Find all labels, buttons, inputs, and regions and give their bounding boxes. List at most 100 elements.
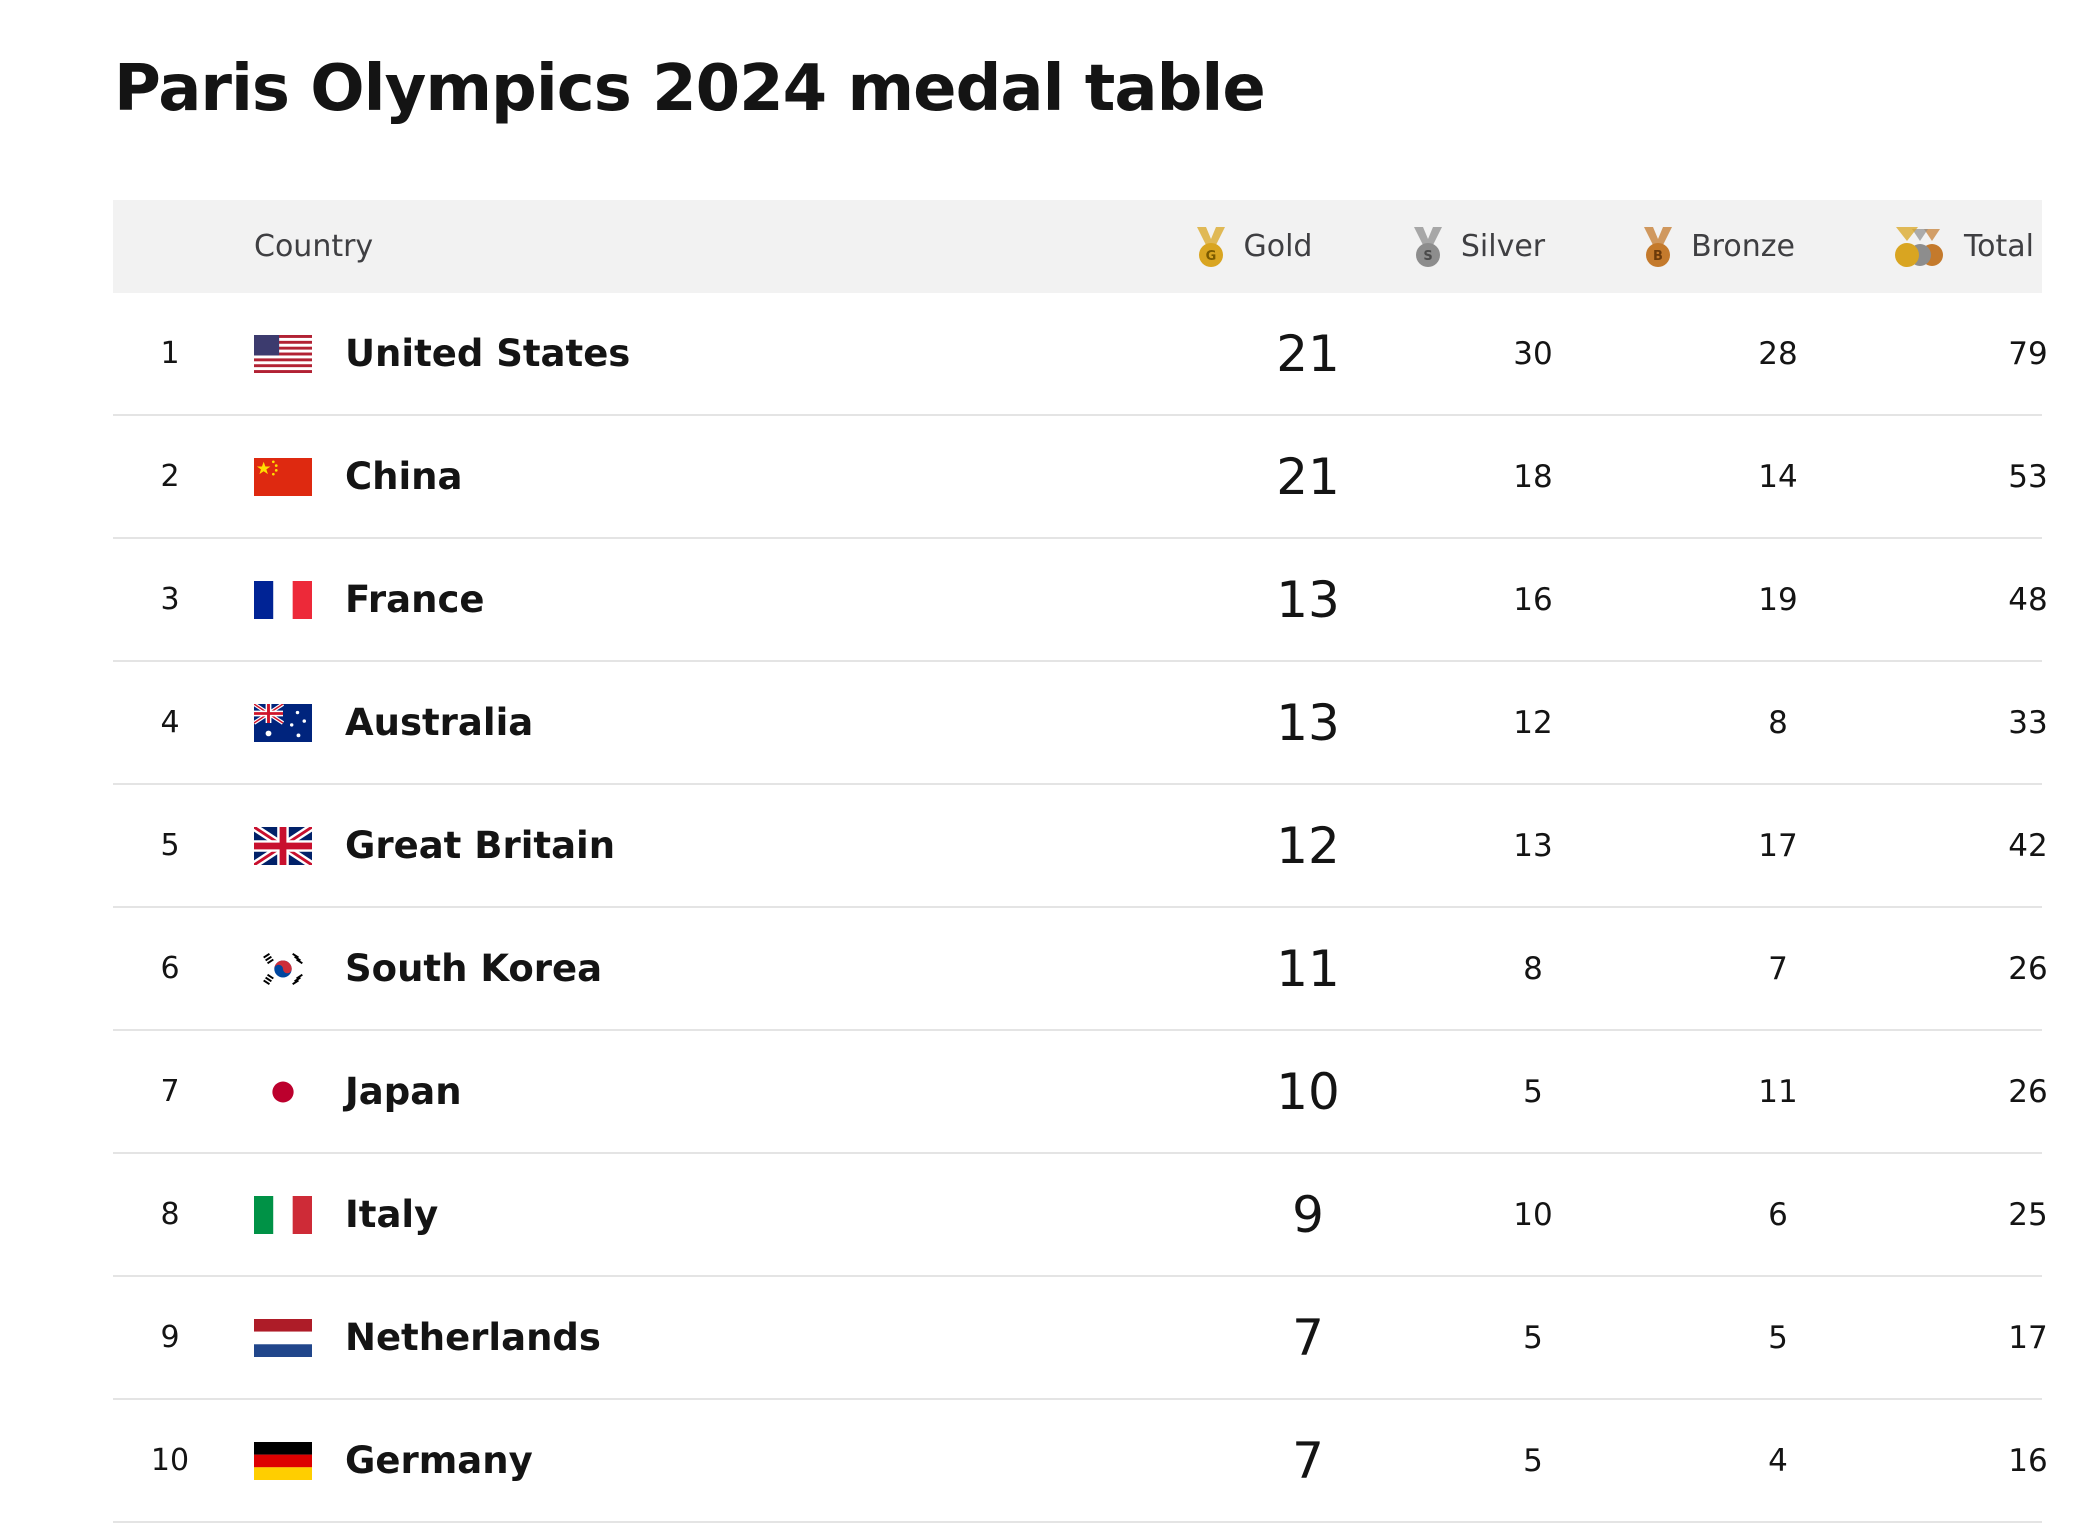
rank-cell: 2 [160, 459, 180, 494]
column-header-country[interactable]: Country [254, 200, 373, 293]
country-name[interactable]: Italy [345, 1193, 439, 1236]
gold-count: 21 [1276, 324, 1340, 383]
svg-text:B: B [1653, 249, 1663, 264]
gold-count: 13 [1276, 570, 1340, 629]
table-row: 6 South Korea 11 8 7 26 [113, 908, 2048, 1031]
silver-count: 12 [1513, 704, 1553, 741]
bronze-count: 5 [1768, 1319, 1788, 1356]
total-count: 26 [2008, 1073, 2048, 1110]
flag-nl-icon [254, 1277, 312, 1398]
table-row: 7 Japan 10 5 11 26 [113, 1031, 2048, 1154]
country-name[interactable]: Netherlands [345, 1316, 601, 1359]
table-row: 9 Netherlands 7 5 5 17 [113, 1277, 2048, 1400]
gold-count: 7 [1292, 1308, 1324, 1367]
table-row: 1 United States 21 30 28 79 [113, 293, 2048, 416]
total-count: 79 [2008, 335, 2048, 372]
country-name[interactable]: South Korea [345, 947, 603, 990]
country-name[interactable]: China [345, 455, 463, 498]
column-header-bronze-label: Bronze [1691, 229, 1795, 264]
silver-count: 18 [1513, 458, 1553, 495]
column-header-silver-label: Silver [1460, 229, 1546, 264]
country-name[interactable]: Japan [345, 1070, 462, 1113]
bronze-count: 19 [1758, 581, 1798, 618]
rank-cell: 10 [150, 1443, 190, 1478]
gold-count: 10 [1276, 1062, 1340, 1121]
table-row: 2 China 21 18 14 53 [113, 416, 2048, 539]
silver-count: 5 [1523, 1073, 1543, 1110]
rank-cell: 3 [160, 582, 180, 617]
bronze-count: 11 [1758, 1073, 1798, 1110]
country-name[interactable]: Great Britain [345, 824, 616, 867]
bronze-count: 14 [1758, 458, 1798, 495]
page-title: Paris Olympics 2024 medal table [114, 52, 1266, 126]
flag-us-icon [254, 293, 312, 414]
bronze-count: 7 [1768, 950, 1788, 987]
gold-count: 9 [1292, 1185, 1324, 1244]
flag-fr-icon [254, 539, 312, 660]
bronze-count: 4 [1768, 1442, 1788, 1479]
total-count: 48 [2008, 581, 2048, 618]
country-name[interactable]: France [345, 578, 485, 621]
gold-count: 12 [1276, 816, 1340, 875]
country-name[interactable]: Australia [345, 701, 534, 744]
flag-de-icon [254, 1400, 312, 1521]
silver-count: 13 [1513, 827, 1553, 864]
bronze-count: 28 [1758, 335, 1798, 372]
rank-cell: 1 [160, 336, 180, 371]
svg-text:S: S [1423, 249, 1432, 264]
gold-count: 13 [1276, 693, 1340, 752]
svg-text:G: G [1205, 249, 1216, 264]
table-row: 3 France 13 16 19 48 [113, 539, 2048, 662]
flag-jp-icon [254, 1031, 312, 1152]
total-count: 25 [2008, 1196, 2048, 1233]
silver-count: 8 [1523, 950, 1543, 987]
flag-kr-icon [254, 908, 312, 1029]
bronze-count: 8 [1768, 704, 1788, 741]
column-header-bronze[interactable]: B Bronze [1593, 200, 1843, 293]
total-count: 53 [2008, 458, 2048, 495]
column-header-gold-label: Gold [1243, 229, 1313, 264]
total-count: 16 [2008, 1442, 2048, 1479]
rank-cell: 9 [160, 1320, 180, 1355]
flag-au-icon [254, 662, 312, 783]
country-name[interactable]: Germany [345, 1439, 533, 1482]
silver-count: 10 [1513, 1196, 1553, 1233]
gold-medal-icon: G [1196, 226, 1225, 267]
country-name[interactable]: United States [345, 332, 631, 375]
gold-count: 11 [1276, 939, 1340, 998]
rank-cell: 8 [160, 1197, 180, 1232]
flag-gb-icon [254, 785, 312, 906]
table-row: 4 Australia 13 12 8 33 [113, 662, 2048, 785]
rank-cell: 5 [160, 828, 180, 863]
table-header: Country G Gold S Silver [113, 200, 2042, 293]
rank-cell: 7 [160, 1074, 180, 1109]
bronze-count: 17 [1758, 827, 1798, 864]
silver-count: 30 [1513, 335, 1553, 372]
total-count: 26 [2008, 950, 2048, 987]
column-header-silver[interactable]: S Silver [1363, 200, 1593, 293]
silver-count: 5 [1523, 1319, 1543, 1356]
bronze-medal-icon: B [1644, 226, 1673, 267]
column-header-total[interactable]: Total [1838, 200, 2088, 293]
flag-cn-icon [254, 416, 312, 537]
column-header-country-label: Country [254, 229, 374, 264]
flag-it-icon [254, 1154, 312, 1275]
column-header-gold[interactable]: G Gold [1138, 200, 1368, 293]
all-medals-icon [1894, 226, 1943, 267]
table-row: 10 Germany 7 5 4 16 [113, 1400, 2048, 1523]
total-count: 42 [2008, 827, 2048, 864]
rank-cell: 6 [160, 951, 180, 986]
medal-table: Country G Gold S Silver [113, 200, 2048, 1523]
table-row: 8 Italy 9 10 6 25 [113, 1154, 2048, 1277]
rank-cell: 4 [160, 705, 180, 740]
gold-count: 21 [1276, 447, 1340, 506]
silver-count: 5 [1523, 1442, 1543, 1479]
bronze-count: 6 [1768, 1196, 1788, 1233]
table-row: 5 Great Britain 12 13 17 42 [113, 785, 2048, 908]
column-header-total-label: Total [1963, 229, 2035, 264]
total-count: 33 [2008, 704, 2048, 741]
table-body: 1 United States 21 30 28 79 2 China 21 18 14 53 3 Fra… [113, 293, 2048, 1523]
gold-count: 7 [1292, 1431, 1324, 1490]
silver-medal-icon: S [1413, 226, 1442, 267]
